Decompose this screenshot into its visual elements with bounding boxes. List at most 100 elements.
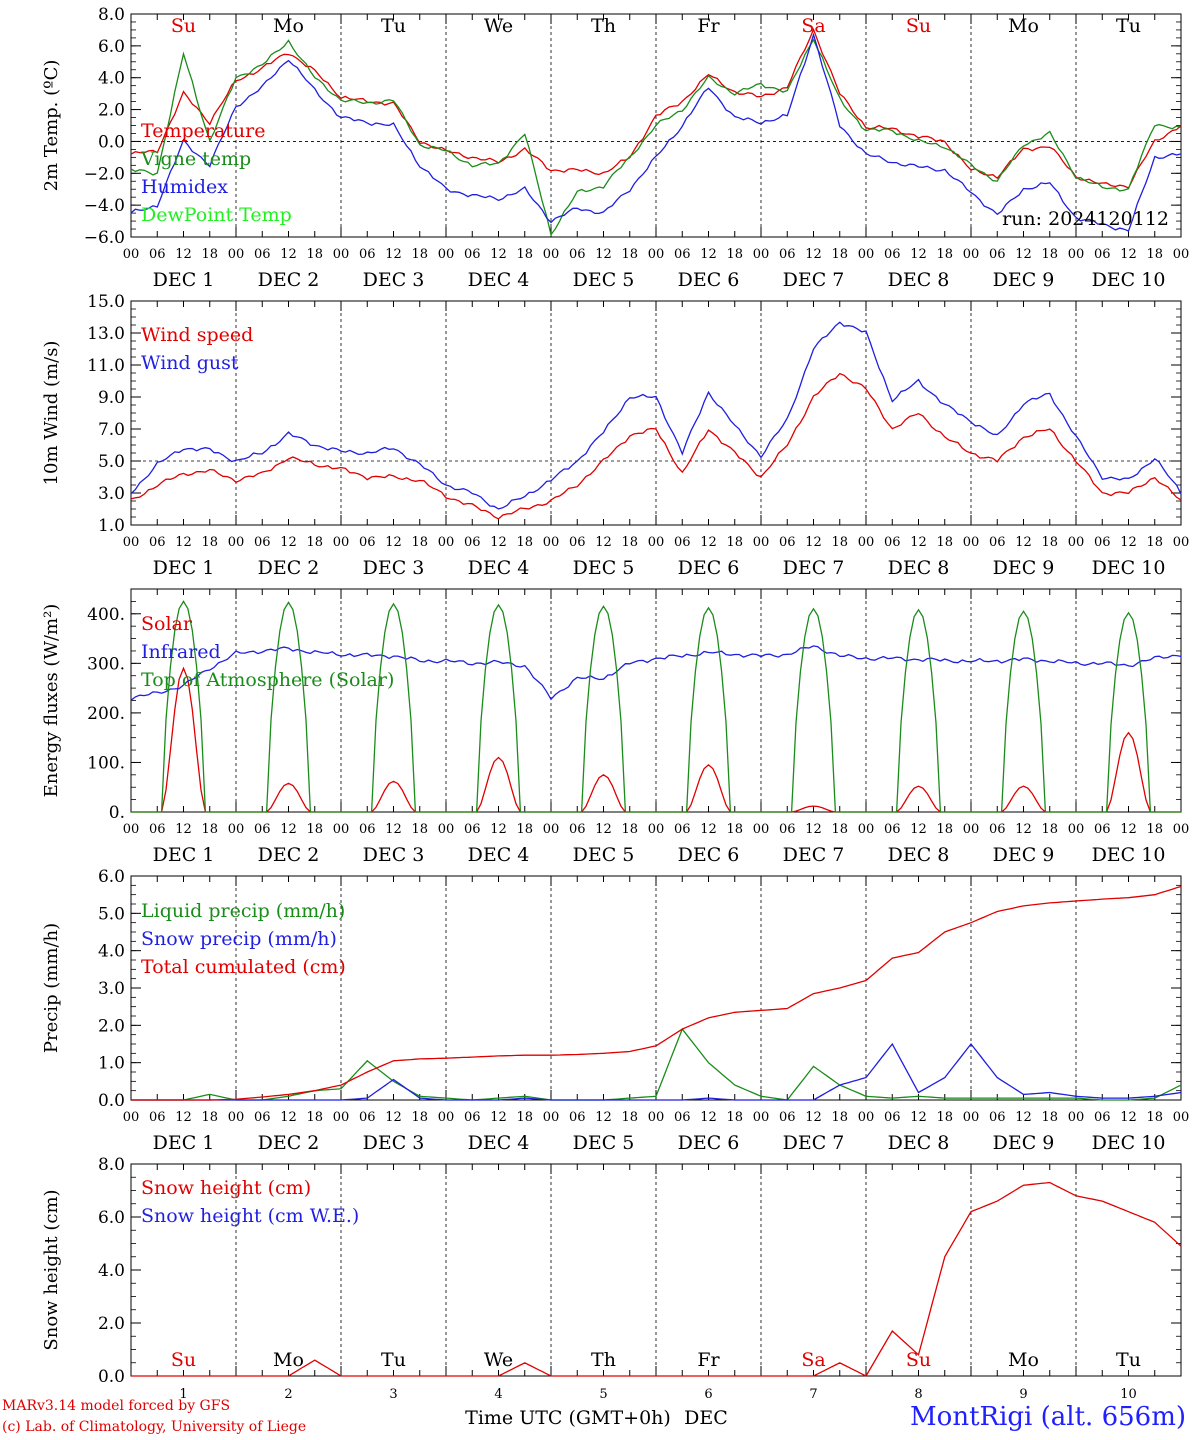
hour-tick-label: 12: [1120, 822, 1137, 837]
hour-tick-label: 12: [280, 535, 297, 550]
hour-tick-label: 00: [228, 1110, 245, 1125]
hour-tick-label: 18: [621, 1110, 638, 1125]
hour-tick-label: 06: [989, 822, 1006, 837]
hour-tick-label: 18: [1146, 822, 1163, 837]
hour-tick-label: 18: [621, 822, 638, 837]
weekday-label: We: [484, 1349, 513, 1371]
hour-tick-label: 12: [805, 535, 822, 550]
weekday-label: Mo: [273, 1349, 304, 1371]
hour-tick-label: 00: [648, 1110, 665, 1125]
date-label: DEC 2: [258, 844, 320, 866]
date-label: DEC 8: [888, 557, 950, 579]
hour-tick-label: 12: [1015, 1110, 1032, 1125]
hour-tick-label: 00: [438, 535, 455, 550]
day-number-label: 10: [1120, 1387, 1137, 1402]
legend-entry: Total cumulated (cm): [141, 956, 346, 978]
y-tick-label: 11.0: [87, 356, 125, 376]
hour-tick-label: 18: [306, 247, 323, 262]
y-tick-label: 6.0: [98, 37, 125, 57]
hour-tick-label: 06: [1094, 247, 1111, 262]
weekday-label: Su: [906, 1349, 931, 1371]
series-line-vigne-temp: [130, 38, 1182, 237]
weekday-label: Su: [171, 15, 196, 37]
date-label: DEC 2: [258, 557, 320, 579]
hour-tick-label: 18: [936, 822, 953, 837]
hour-tick-label: 00: [228, 535, 245, 550]
hour-tick-label: 12: [280, 822, 297, 837]
hour-tick-label: 00: [333, 822, 350, 837]
hour-tick-label: 00: [648, 535, 665, 550]
hour-tick-label: 12: [595, 247, 612, 262]
weekday-label: Sa: [801, 15, 825, 37]
hour-tick-label: 12: [175, 247, 192, 262]
legend-entry: Infrared: [141, 641, 221, 663]
date-label: DEC 2: [258, 269, 320, 291]
date-label: DEC 9: [993, 269, 1055, 291]
hour-tick-label: 12: [700, 1110, 717, 1125]
hour-tick-label: 06: [254, 535, 271, 550]
hour-tick-label: 06: [674, 247, 691, 262]
hour-tick-label: 00: [1068, 535, 1085, 550]
hour-tick-label: 06: [464, 535, 481, 550]
hour-tick-label: 06: [149, 1110, 166, 1125]
date-label: DEC 8: [888, 269, 950, 291]
hour-tick-label: 06: [674, 535, 691, 550]
date-label: DEC 7: [783, 557, 845, 579]
hour-tick-label: 00: [228, 822, 245, 837]
hour-tick-label: 18: [936, 1110, 953, 1125]
y-tick-label: 13.0: [87, 324, 125, 344]
day-number-label: 4: [494, 1387, 502, 1402]
date-label: DEC 10: [1092, 557, 1166, 579]
hour-tick-label: 12: [595, 1110, 612, 1125]
legend-entry: DewPoint Temp: [141, 204, 292, 226]
hour-tick-label: 12: [280, 247, 297, 262]
y-tick-label: 0.0: [98, 1091, 125, 1111]
hour-tick-label: 00: [1068, 1110, 1085, 1125]
series-line-snow-height-cm-: [131, 1181, 1182, 1377]
y-tick-label: 100.: [87, 753, 125, 773]
legend-entry: Wind gust: [141, 352, 239, 374]
hour-tick-label: 00: [753, 535, 770, 550]
hour-tick-label: 18: [831, 822, 848, 837]
date-label: DEC 4: [468, 557, 530, 579]
hour-tick-label: 18: [936, 535, 953, 550]
date-label: DEC 8: [888, 844, 950, 866]
plot-frame: [130, 300, 1182, 526]
date-label: DEC 10: [1092, 269, 1166, 291]
hour-tick-label: 06: [989, 247, 1006, 262]
weekday-label: We: [484, 15, 513, 37]
y-tick-label: −6.0: [84, 228, 125, 248]
panel-3: [130, 588, 1182, 813]
hour-tick-label: 12: [595, 535, 612, 550]
hour-tick-label: 12: [910, 247, 927, 262]
hour-tick-label: 18: [516, 1110, 533, 1125]
hour-tick-label: 18: [726, 535, 743, 550]
hour-tick-label: 12: [280, 1110, 297, 1125]
date-label: DEC 5: [573, 1132, 635, 1154]
hour-tick-label: 00: [543, 247, 560, 262]
hour-tick-label: 18: [516, 247, 533, 262]
hour-tick-label: 06: [1094, 822, 1111, 837]
hour-tick-label: 00: [333, 535, 350, 550]
hour-tick-label: 00: [543, 1110, 560, 1125]
hour-tick-label: 18: [726, 822, 743, 837]
hour-tick-label: 12: [490, 1110, 507, 1125]
hour-tick-label: 00: [648, 247, 665, 262]
hour-tick-label: 06: [149, 247, 166, 262]
date-label: DEC 5: [573, 269, 635, 291]
hour-tick-label: 06: [884, 1110, 901, 1125]
hour-tick-label: 00: [228, 247, 245, 262]
hour-tick-label: 00: [1173, 535, 1190, 550]
hour-tick-label: 18: [1146, 1110, 1163, 1125]
weekday-label: Fr: [697, 15, 720, 37]
legend-entry: Temperature: [141, 120, 265, 142]
model-credit: MARv3.14 model forced by GFS: [2, 1398, 231, 1414]
hour-tick-label: 00: [963, 1110, 980, 1125]
hour-tick-label: 12: [490, 535, 507, 550]
hour-tick-label: 06: [1094, 535, 1111, 550]
hour-tick-label: 00: [753, 822, 770, 837]
weekday-label: Mo: [1008, 15, 1039, 37]
hour-tick-label: 18: [201, 1110, 218, 1125]
hour-tick-label: 18: [201, 535, 218, 550]
hour-tick-label: 00: [123, 822, 140, 837]
